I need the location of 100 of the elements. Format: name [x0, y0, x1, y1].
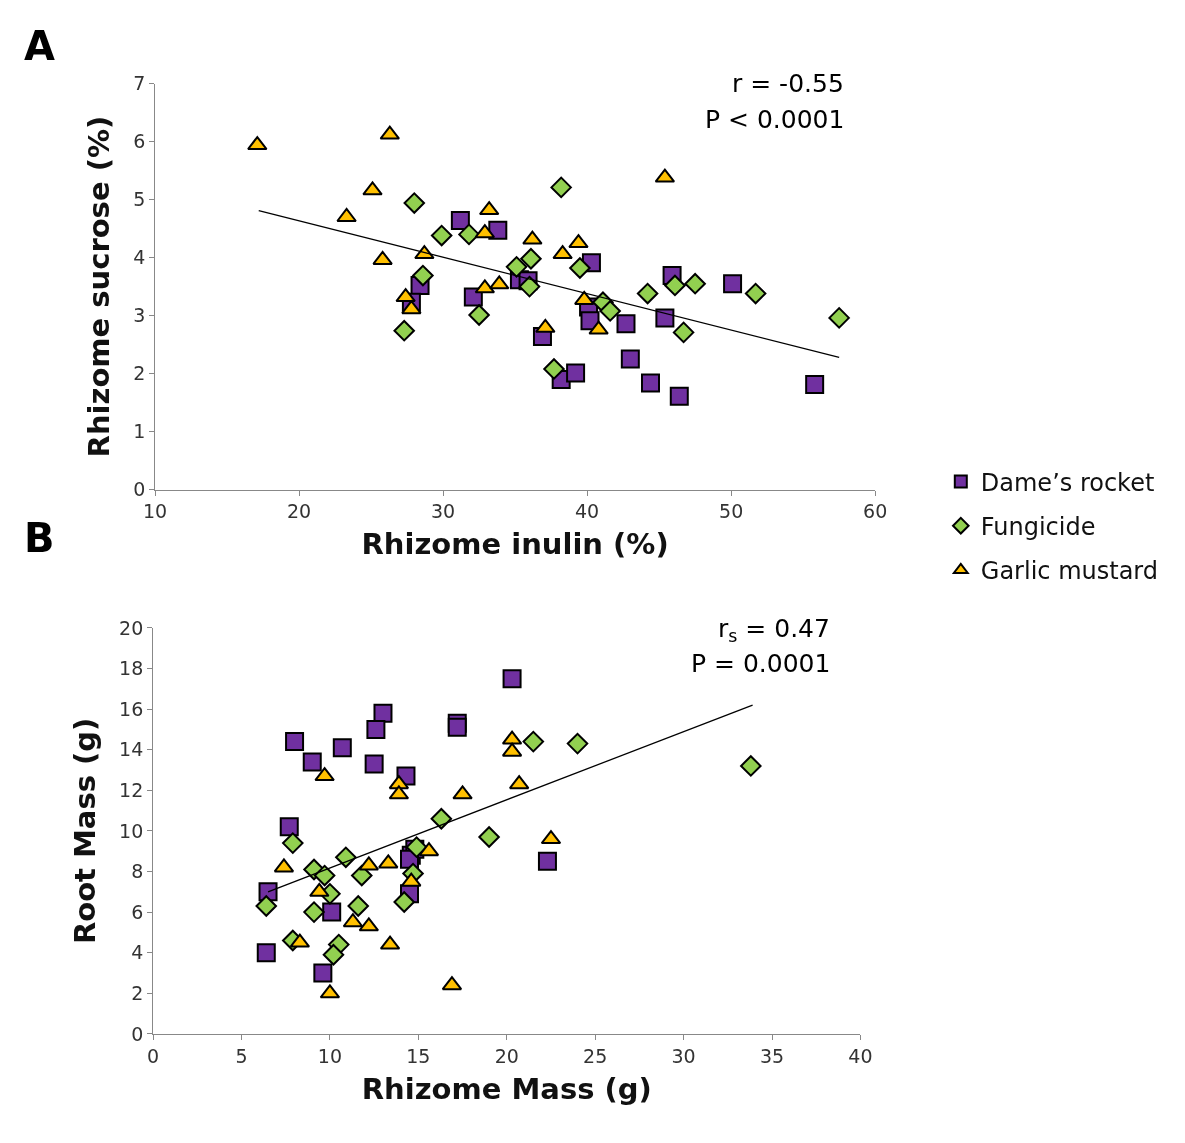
annotation: r$_{s}$ = 0.47 [718, 614, 830, 647]
point [347, 895, 369, 917]
point [279, 817, 299, 837]
point [566, 732, 589, 755]
y-tick-label: 8 [131, 860, 144, 883]
x-tick-label: 25 [583, 1044, 608, 1067]
point [468, 304, 490, 326]
y-axis-title: Root Mass (g) [68, 717, 103, 945]
point [655, 308, 675, 328]
y-tick-label: 10 [119, 819, 144, 842]
annotation: P = 0.0001 [691, 649, 831, 678]
point [393, 319, 415, 342]
x-tick-label: 10 [317, 1044, 343, 1067]
point [393, 891, 415, 913]
x-tick-label: 35 [759, 1044, 785, 1067]
point [522, 230, 543, 245]
point [723, 274, 743, 294]
legend-label: Fungicide [980, 513, 1096, 542]
point [478, 826, 500, 848]
point [364, 754, 384, 774]
point [373, 703, 393, 723]
point [322, 944, 345, 966]
point [636, 282, 659, 305]
point [669, 386, 689, 406]
point [744, 282, 767, 305]
y-tick-label: 0 [131, 1022, 144, 1045]
x-axis-title: Rhizome Mass (g) [361, 1071, 652, 1106]
x-tick-label: 50 [719, 500, 744, 523]
point [303, 901, 325, 923]
y-tick-label: 0 [133, 478, 146, 501]
point [336, 207, 357, 222]
point [620, 349, 640, 369]
legend-label: Garlic mustard [980, 557, 1159, 586]
point [616, 314, 636, 334]
x-axis-title: Rhizome inulin (%) [361, 527, 669, 562]
point [372, 250, 393, 265]
point [255, 895, 278, 917]
y-tick-label: 20 [119, 616, 144, 639]
x-tick-label: 40 [848, 1044, 873, 1067]
point [568, 234, 589, 249]
y-tick-label: 7 [133, 72, 146, 95]
point [430, 807, 453, 830]
point [640, 373, 660, 393]
point [550, 176, 572, 199]
point [335, 846, 357, 869]
point [247, 136, 268, 151]
legend-label: Dame’s rocket [980, 468, 1155, 497]
y-tick-label: 18 [119, 657, 144, 680]
chart-title: B [24, 515, 55, 561]
y-tick-label: 16 [119, 697, 144, 720]
point [412, 264, 434, 287]
point [401, 300, 422, 315]
x-tick-label: 20 [494, 1044, 519, 1067]
point [458, 223, 480, 246]
point [362, 181, 383, 196]
point [313, 864, 336, 887]
point [309, 882, 330, 897]
point [285, 732, 305, 752]
y-tick-label: 4 [133, 246, 146, 269]
y-tick-label: 4 [131, 941, 144, 964]
x-tick-label: 5 [235, 1044, 248, 1067]
point [566, 363, 586, 383]
point [672, 321, 695, 344]
annotation: P < 0.0001 [705, 105, 845, 134]
point [505, 256, 528, 278]
x-tick-label: 0 [147, 1044, 160, 1067]
y-tick-label: 5 [133, 188, 146, 211]
point [520, 248, 542, 270]
point [302, 752, 322, 772]
point [366, 719, 386, 739]
point [282, 832, 304, 854]
y-tick-label: 14 [119, 738, 144, 761]
point [313, 963, 333, 983]
x-tick-label: 60 [863, 500, 888, 523]
point [256, 943, 276, 963]
x-tick-label: 30 [671, 1044, 696, 1067]
point [395, 288, 416, 303]
y-axis-title: Rhizome sucrose (%) [82, 115, 117, 458]
point [828, 307, 850, 329]
x-tick-label: 20 [286, 500, 312, 523]
point [378, 854, 399, 869]
point [543, 358, 565, 380]
point [452, 785, 473, 800]
x-tick-label: 15 [406, 1044, 431, 1067]
x-tick-label: 30 [431, 500, 456, 523]
point [569, 257, 591, 279]
point [332, 738, 352, 758]
point [599, 300, 621, 322]
point [518, 275, 541, 298]
y-tick-label: 2 [133, 362, 146, 385]
chart-title: A [24, 23, 55, 69]
point [403, 192, 426, 214]
point [322, 902, 342, 922]
point [401, 872, 422, 887]
y-tick-label: 12 [119, 778, 144, 801]
point [502, 669, 522, 689]
y-tick-label: 6 [131, 900, 144, 923]
point [314, 767, 335, 782]
point [664, 274, 686, 297]
point [489, 275, 510, 290]
